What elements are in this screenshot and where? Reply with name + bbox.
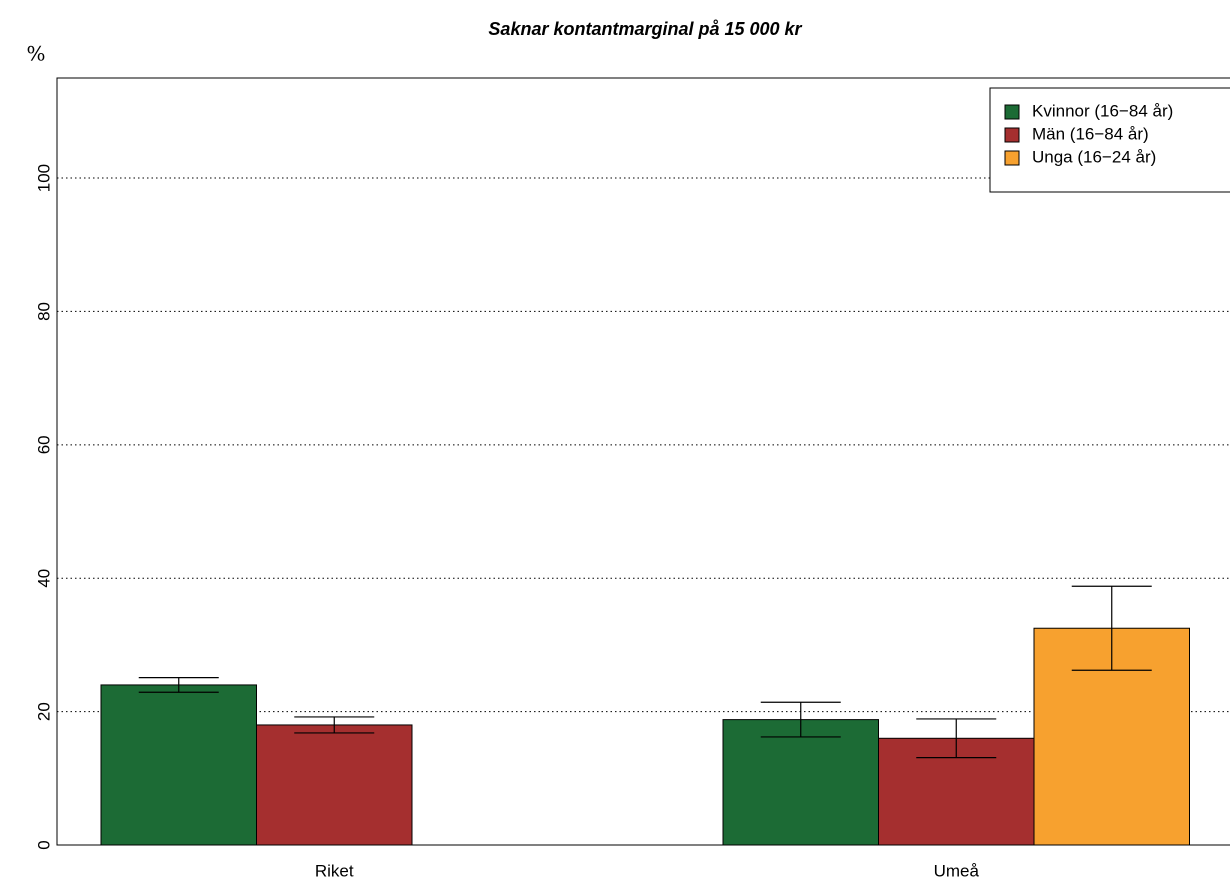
legend-frame [989,87,1230,193]
y-tick-label: 40 [34,569,53,588]
x-tick-label: Umeå [934,861,980,880]
error-bar [916,718,997,759]
error-bar [138,676,219,693]
x-tick-label: Riket [315,861,354,880]
legend-label: Unga (16−24 år) [1032,147,1156,166]
legend-label: Kvinnor (16−84 år) [1032,101,1173,120]
y-axis-label: % [26,42,45,66]
error-bar [1071,585,1152,671]
y-tick-label: 100 [34,164,53,192]
legend: Kvinnor (16−84 år) Män (16−84 år) Unga (16… [989,87,1230,193]
legend-swatch [1004,127,1020,143]
chart-title: Saknar kontantmarginal på 15 000 kr [488,19,802,39]
bar [722,719,879,846]
error-bar [294,716,375,734]
bar [100,684,257,846]
y-tick-label: 20 [34,702,53,721]
y-tick-label: 0 [34,840,53,849]
legend-label: Män (16−84 år) [1032,124,1149,143]
legend-swatch [1004,104,1020,120]
y-tick-label: 80 [34,302,53,321]
y-tick-label: 60 [34,435,53,454]
bar [256,724,413,846]
legend-swatch [1004,150,1020,166]
error-bar [760,701,841,738]
